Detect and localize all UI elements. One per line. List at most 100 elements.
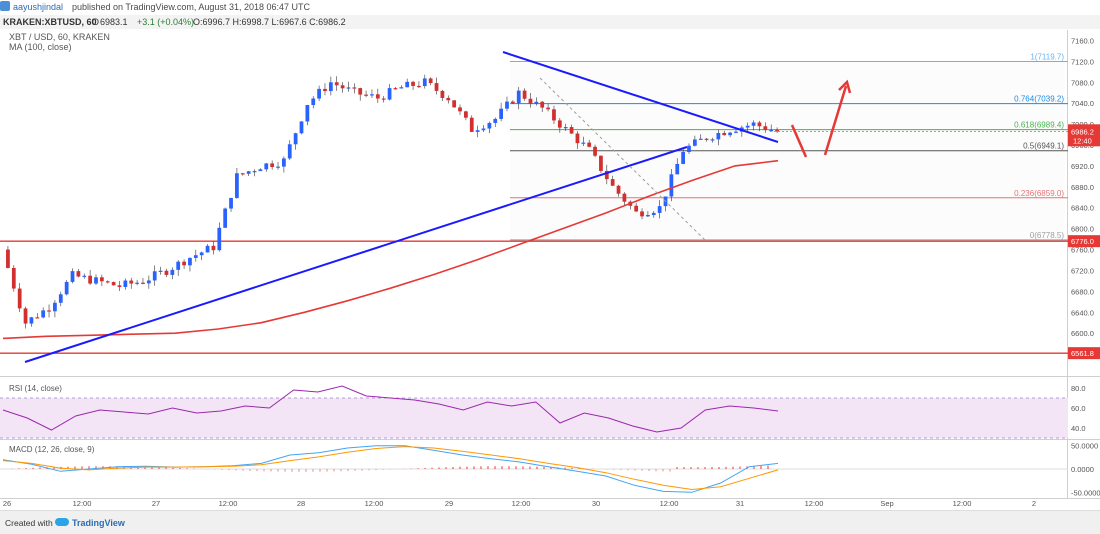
down-arrow-icon bbox=[790, 124, 808, 158]
y-tick-label: 6800.0 bbox=[1071, 225, 1094, 234]
tradingview-brand[interactable]: TradingView bbox=[72, 518, 125, 528]
candle-body bbox=[193, 255, 198, 258]
current-price-label: 6986.2 bbox=[1071, 127, 1094, 136]
candle-body bbox=[129, 280, 134, 284]
falling-trendline bbox=[502, 51, 779, 143]
candle-body bbox=[669, 174, 674, 197]
candle-body bbox=[698, 138, 703, 140]
up-arrow-head-icon bbox=[838, 79, 852, 94]
candle-body bbox=[235, 173, 239, 198]
candle-body bbox=[581, 142, 586, 144]
candle-body bbox=[522, 90, 527, 99]
candle-body bbox=[82, 275, 87, 277]
ma-legend[interactable]: MA (100, close) bbox=[9, 42, 72, 52]
candle-body bbox=[475, 130, 480, 132]
candle-body bbox=[563, 127, 568, 129]
candle-body bbox=[217, 227, 222, 251]
x-tick-label: 12:00 bbox=[805, 499, 824, 508]
candle-body bbox=[422, 78, 427, 87]
candle-body bbox=[710, 139, 715, 141]
author-name[interactable]: aayushjindal bbox=[13, 2, 64, 12]
candle-body bbox=[569, 127, 574, 134]
y-tick-label: 7080.0 bbox=[1071, 78, 1094, 87]
candle-body bbox=[481, 128, 486, 131]
candle-body bbox=[299, 121, 304, 134]
candle-body bbox=[70, 271, 75, 282]
candle-body bbox=[170, 269, 175, 275]
candle-body bbox=[604, 170, 609, 180]
candle-body bbox=[634, 205, 639, 212]
candle-body bbox=[334, 82, 339, 86]
y-tick-label: 7040.0 bbox=[1071, 99, 1094, 108]
candle-body bbox=[610, 179, 615, 186]
x-tick-label: 12:00 bbox=[512, 499, 531, 508]
pair-legend[interactable]: XBT / USD, 60, KRAKEN bbox=[9, 32, 110, 42]
candle-body bbox=[651, 212, 656, 216]
change-text: +3.1 (+0.04%) bbox=[137, 17, 195, 27]
candle-body bbox=[293, 133, 298, 145]
up-arrow-icon bbox=[823, 85, 848, 156]
candle-body bbox=[311, 98, 316, 106]
candle-body bbox=[17, 288, 22, 309]
candle-body bbox=[593, 146, 597, 156]
candle-body bbox=[282, 158, 286, 167]
x-tick-label: 29 bbox=[445, 499, 453, 508]
candle-body bbox=[393, 88, 398, 90]
candle-body bbox=[528, 98, 533, 104]
candle-body bbox=[417, 85, 421, 88]
candle-body bbox=[616, 185, 621, 194]
candle-body bbox=[53, 302, 57, 312]
candle-body bbox=[499, 108, 503, 119]
rsi-line bbox=[2, 385, 779, 433]
publish-bar: aayushjindal published on TradingView.co… bbox=[0, 0, 1100, 15]
candle-body bbox=[687, 145, 691, 153]
candle-body bbox=[757, 122, 762, 127]
candle-body bbox=[516, 90, 521, 104]
x-tick-label: 12:00 bbox=[73, 499, 92, 508]
candle-body bbox=[276, 166, 280, 168]
open-label: O bbox=[92, 17, 100, 27]
ma-100-line bbox=[2, 159, 779, 340]
candle-body bbox=[105, 281, 110, 283]
candle-body bbox=[599, 155, 603, 171]
candle-body bbox=[146, 280, 151, 284]
candle-body bbox=[99, 277, 104, 282]
candle-body bbox=[346, 87, 351, 89]
x-tick-label: 12:00 bbox=[365, 499, 384, 508]
candle-body bbox=[510, 101, 515, 104]
candle-body bbox=[728, 132, 732, 136]
candle-body bbox=[23, 308, 28, 324]
candle-body bbox=[223, 208, 228, 228]
candle-body bbox=[675, 163, 680, 175]
symbol-label[interactable]: KRAKEN:XBTUSD, 60 bbox=[3, 17, 97, 27]
fib-label: 0.236(6859.0) bbox=[1014, 189, 1064, 198]
x-tick-label: 27 bbox=[152, 499, 160, 508]
x-tick-label: 12:00 bbox=[660, 499, 679, 508]
y-tick-label: 6640.0 bbox=[1071, 308, 1094, 317]
candle-body bbox=[29, 317, 34, 324]
y-tick-label: 7160.0 bbox=[1071, 36, 1094, 45]
fib-label: 0.5(6949.1) bbox=[1023, 142, 1064, 151]
candle-body bbox=[64, 281, 69, 295]
candle-body bbox=[211, 245, 216, 251]
support-tag bbox=[1068, 235, 1100, 248]
candle-body bbox=[205, 245, 210, 253]
y-tick-label: 6720.0 bbox=[1071, 266, 1094, 275]
symbol-bar: KRAKEN:XBTUSD, 60 O 6983.1 +3.1 (+0.04%)… bbox=[0, 15, 1100, 29]
price-axis-bg bbox=[1068, 30, 1100, 500]
candle-body bbox=[305, 105, 310, 122]
x-tick-label: 12:00 bbox=[219, 499, 238, 508]
candle-body bbox=[94, 277, 98, 284]
candle-body bbox=[264, 163, 269, 170]
avatar[interactable] bbox=[0, 1, 10, 11]
candle-body bbox=[176, 261, 181, 270]
y-tick-label: 6840.0 bbox=[1071, 204, 1094, 213]
candle-body bbox=[716, 132, 721, 140]
candle-body bbox=[58, 294, 63, 303]
candle-body bbox=[246, 171, 251, 174]
candle-body bbox=[287, 144, 292, 159]
macd-tick: 0.0000 bbox=[1071, 465, 1094, 474]
candle-body bbox=[199, 252, 204, 256]
fib-label: 0.618(6989.4) bbox=[1014, 121, 1064, 130]
candle-body bbox=[704, 138, 709, 140]
